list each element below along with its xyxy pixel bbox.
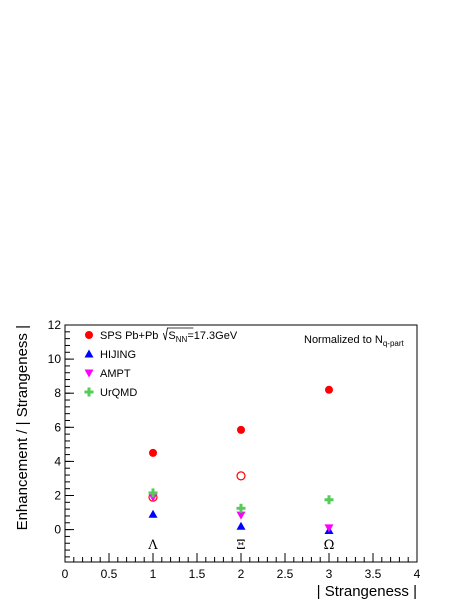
plus-bar-v (87, 387, 91, 397)
data-point (148, 488, 158, 498)
y-axis-ticks: 0 2 4 6 8 10 12 (48, 318, 74, 558)
legend-sqrt-var: S (168, 330, 175, 342)
particle-label: Λ (147, 538, 158, 553)
legend-marker (84, 349, 94, 358)
data-point (324, 524, 334, 533)
data-markers (148, 385, 334, 534)
legend-marker (85, 331, 93, 339)
sqrt-sign (163, 327, 194, 341)
annotation-normalization: Normalized to Nq-part (304, 334, 405, 348)
x-tick-label: 2 (238, 567, 245, 581)
legend-marker (84, 369, 94, 378)
particle-label: Ξ (236, 538, 245, 553)
legend-label: SPS Pb+Pb (100, 330, 158, 342)
data-point (236, 471, 246, 481)
y-tick-label: 12 (48, 318, 62, 332)
x-tick-label: 4 (414, 567, 421, 581)
data-point (324, 495, 334, 505)
legend-label: UrQMD (100, 387, 137, 399)
x-axis-label: | Strangeness | (317, 583, 417, 600)
legend-energy: SNN=17.3GeV (168, 330, 237, 344)
y-tick-label: 6 (54, 420, 61, 434)
plus-bar-v (151, 488, 155, 498)
y-tick-label: 4 (54, 454, 61, 468)
data-point (237, 425, 245, 434)
y-tick-label: 8 (54, 386, 61, 400)
x-tick-label: 0.5 (101, 567, 118, 581)
legend-label: AMPT (100, 368, 131, 380)
x-tick-label: 1.5 (189, 567, 206, 581)
annotation-subscript: q-part (383, 339, 405, 348)
x-tick-label: 1 (150, 567, 157, 581)
annotation-prefix: Normalized to N (304, 334, 383, 346)
x-tick-label: 0 (62, 567, 69, 581)
legend-label: HIJING (100, 349, 136, 361)
plus-bar-v (239, 503, 243, 513)
x-tick-label: 2.5 (277, 567, 294, 581)
y-tick-label: 2 (54, 489, 61, 503)
y-tick-label: 0 (54, 523, 61, 537)
legend-marker (84, 387, 94, 397)
plus-bar-v (327, 495, 331, 505)
x-axis-ticks: 0 0.5 1 1.5 2 2.5 3 3.5 4 (62, 553, 421, 581)
x-tick-label: 3.5 (365, 567, 382, 581)
x-tick-label: 3 (326, 567, 333, 581)
legend-energy-value: =17.3GeV (187, 330, 238, 342)
data-point (325, 385, 333, 394)
particle-label: Ω (324, 538, 335, 553)
data-point (236, 511, 246, 520)
data-point (236, 503, 246, 513)
data-point (236, 521, 246, 530)
legend: SPS Pb+Pb SNN=17.3GeV HIJING AMPT UrQMD (84, 327, 238, 399)
data-point (149, 448, 157, 457)
data-point (148, 493, 158, 502)
y-tick-label: 10 (48, 352, 62, 366)
y-axis-label: Enhancement / | Strangeness | (14, 325, 31, 530)
legend-sqrt-sub: NN (176, 335, 188, 344)
data-point (148, 509, 158, 518)
